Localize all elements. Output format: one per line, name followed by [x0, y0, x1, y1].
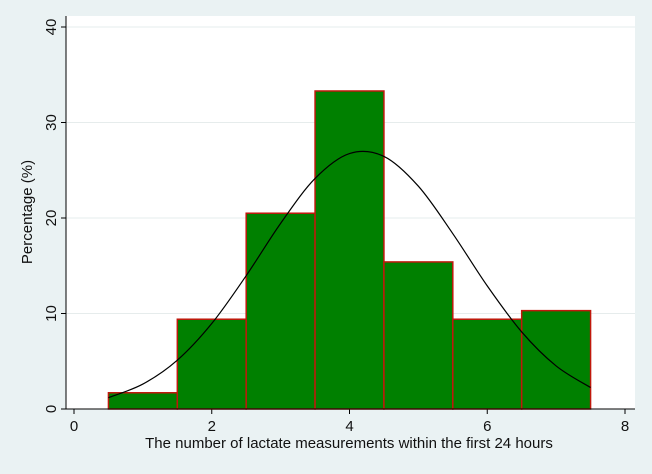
density-curve — [108, 150, 591, 399]
bar — [452, 318, 523, 410]
x-tick-label: 8 — [621, 418, 629, 435]
y-tick-label: 20 — [43, 210, 60, 227]
bar — [245, 212, 316, 410]
x-tick-label: 4 — [345, 418, 353, 435]
y-tick-label: 10 — [43, 305, 60, 322]
y-tick-label: 30 — [43, 114, 60, 131]
y-axis-label: Percentage (%) — [19, 160, 36, 264]
bar — [314, 90, 385, 410]
bar — [176, 318, 247, 410]
y-tick-label: 40 — [43, 19, 60, 36]
x-tick-label: 0 — [70, 418, 78, 435]
bar — [107, 392, 179, 410]
x-axis-label: The number of lactate measurements withi… — [145, 435, 553, 452]
x-tick-label: 2 — [208, 418, 216, 435]
bar — [520, 309, 592, 410]
bar — [383, 261, 454, 410]
x-tick-label: 6 — [483, 418, 491, 435]
y-tick-label: 0 — [43, 405, 60, 413]
